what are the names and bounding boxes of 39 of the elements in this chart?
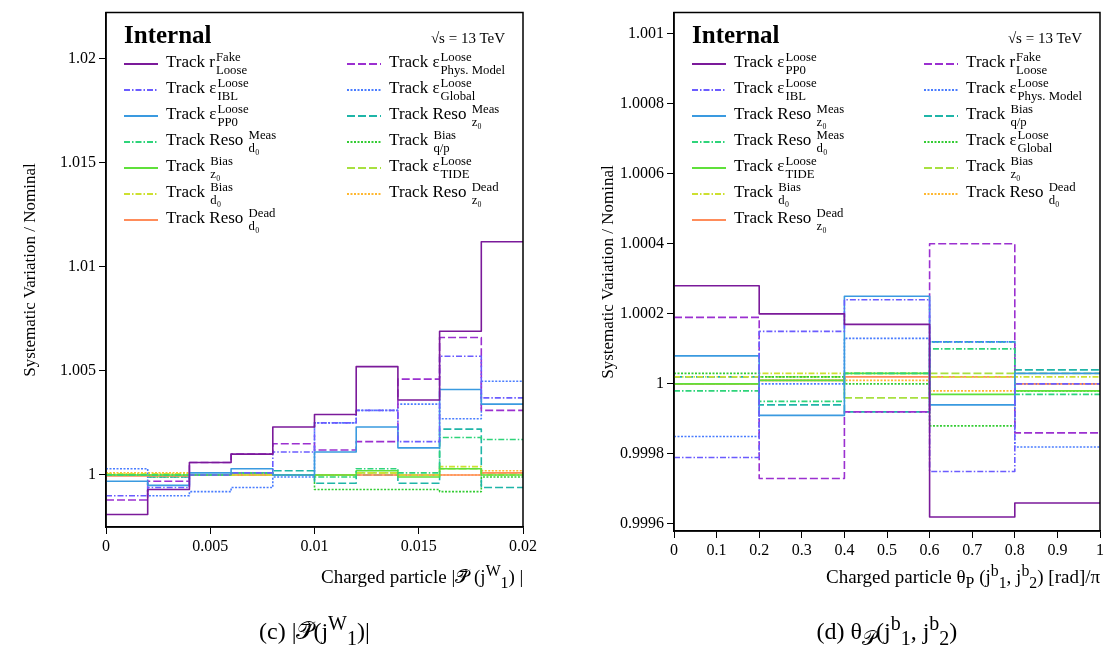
x-tick-label: 0.7 <box>962 540 983 558</box>
x-tick-label: 0.5 <box>877 540 897 558</box>
y-tick-label: 1 <box>88 465 96 483</box>
y-tick-label: 1.005 <box>60 361 96 379</box>
annotation: Internal <box>124 20 212 49</box>
text: Charged particle θ$_{P}$ (j$^{b}$$_{1}$, j$^{b}$$_{2}$) [rad]/π <box>826 562 1101 592</box>
chart-title: (d) θ$_{𝒫}$(j$^{b}$$_{1}$, j$^{b}$$_{2}$) <box>816 612 958 649</box>
y-tick-label: 0.9998 <box>620 444 664 462</box>
x-tick-label: 0.6 <box>919 540 940 558</box>
y-tick-label: 1.0008 <box>620 93 664 111</box>
y-tick-label: 1.0004 <box>620 233 664 251</box>
y-tick-label: 1.01 <box>68 256 96 274</box>
x-tick-label: 0.9 <box>1047 540 1068 558</box>
x-tick-label: 0 <box>670 540 678 558</box>
x-axis-title: Charged particle |𝒫⃗ (j$^{W}$$_{1}$) | <box>321 562 524 593</box>
y-tick-label: 1.015 <box>60 152 96 170</box>
y-tick-label: 1.0002 <box>620 304 664 322</box>
annotation: √s = 13 TeV <box>430 29 505 47</box>
x-tick-label: 0.02 <box>509 536 537 554</box>
text: (c) |𝒫⃗(j$^{W}$$_{1}$)| <box>259 612 370 650</box>
x-tick-label: 1 <box>1096 540 1104 558</box>
x-tick-label: 0.2 <box>749 540 770 558</box>
annotation: √s = 13 TeV <box>1007 29 1082 47</box>
x-tick-label: 0.01 <box>300 536 329 554</box>
y-tick-label: 1.02 <box>68 48 96 66</box>
y-tick-label: 1.0006 <box>620 163 664 181</box>
y-tick-label: 0.9996 <box>620 514 664 532</box>
x-tick-label: 0.005 <box>192 536 229 554</box>
x-tick-label: 0 <box>102 536 110 554</box>
annotation: Internal <box>692 20 780 49</box>
y-axis-title: Systematic Variation / Nominal <box>19 163 40 377</box>
x-tick-label: 0.4 <box>834 540 855 558</box>
y-axis-title: Systematic Variation / Nominal <box>597 165 618 379</box>
x-tick-label: 0.3 <box>791 540 812 558</box>
y-tick-label: 1.001 <box>628 23 664 41</box>
y-tick-label: 1 <box>656 374 664 392</box>
x-tick-label: 0.015 <box>400 536 437 554</box>
x-tick-label: 0.8 <box>1004 540 1025 558</box>
x-tick-label: 0.1 <box>706 540 727 558</box>
